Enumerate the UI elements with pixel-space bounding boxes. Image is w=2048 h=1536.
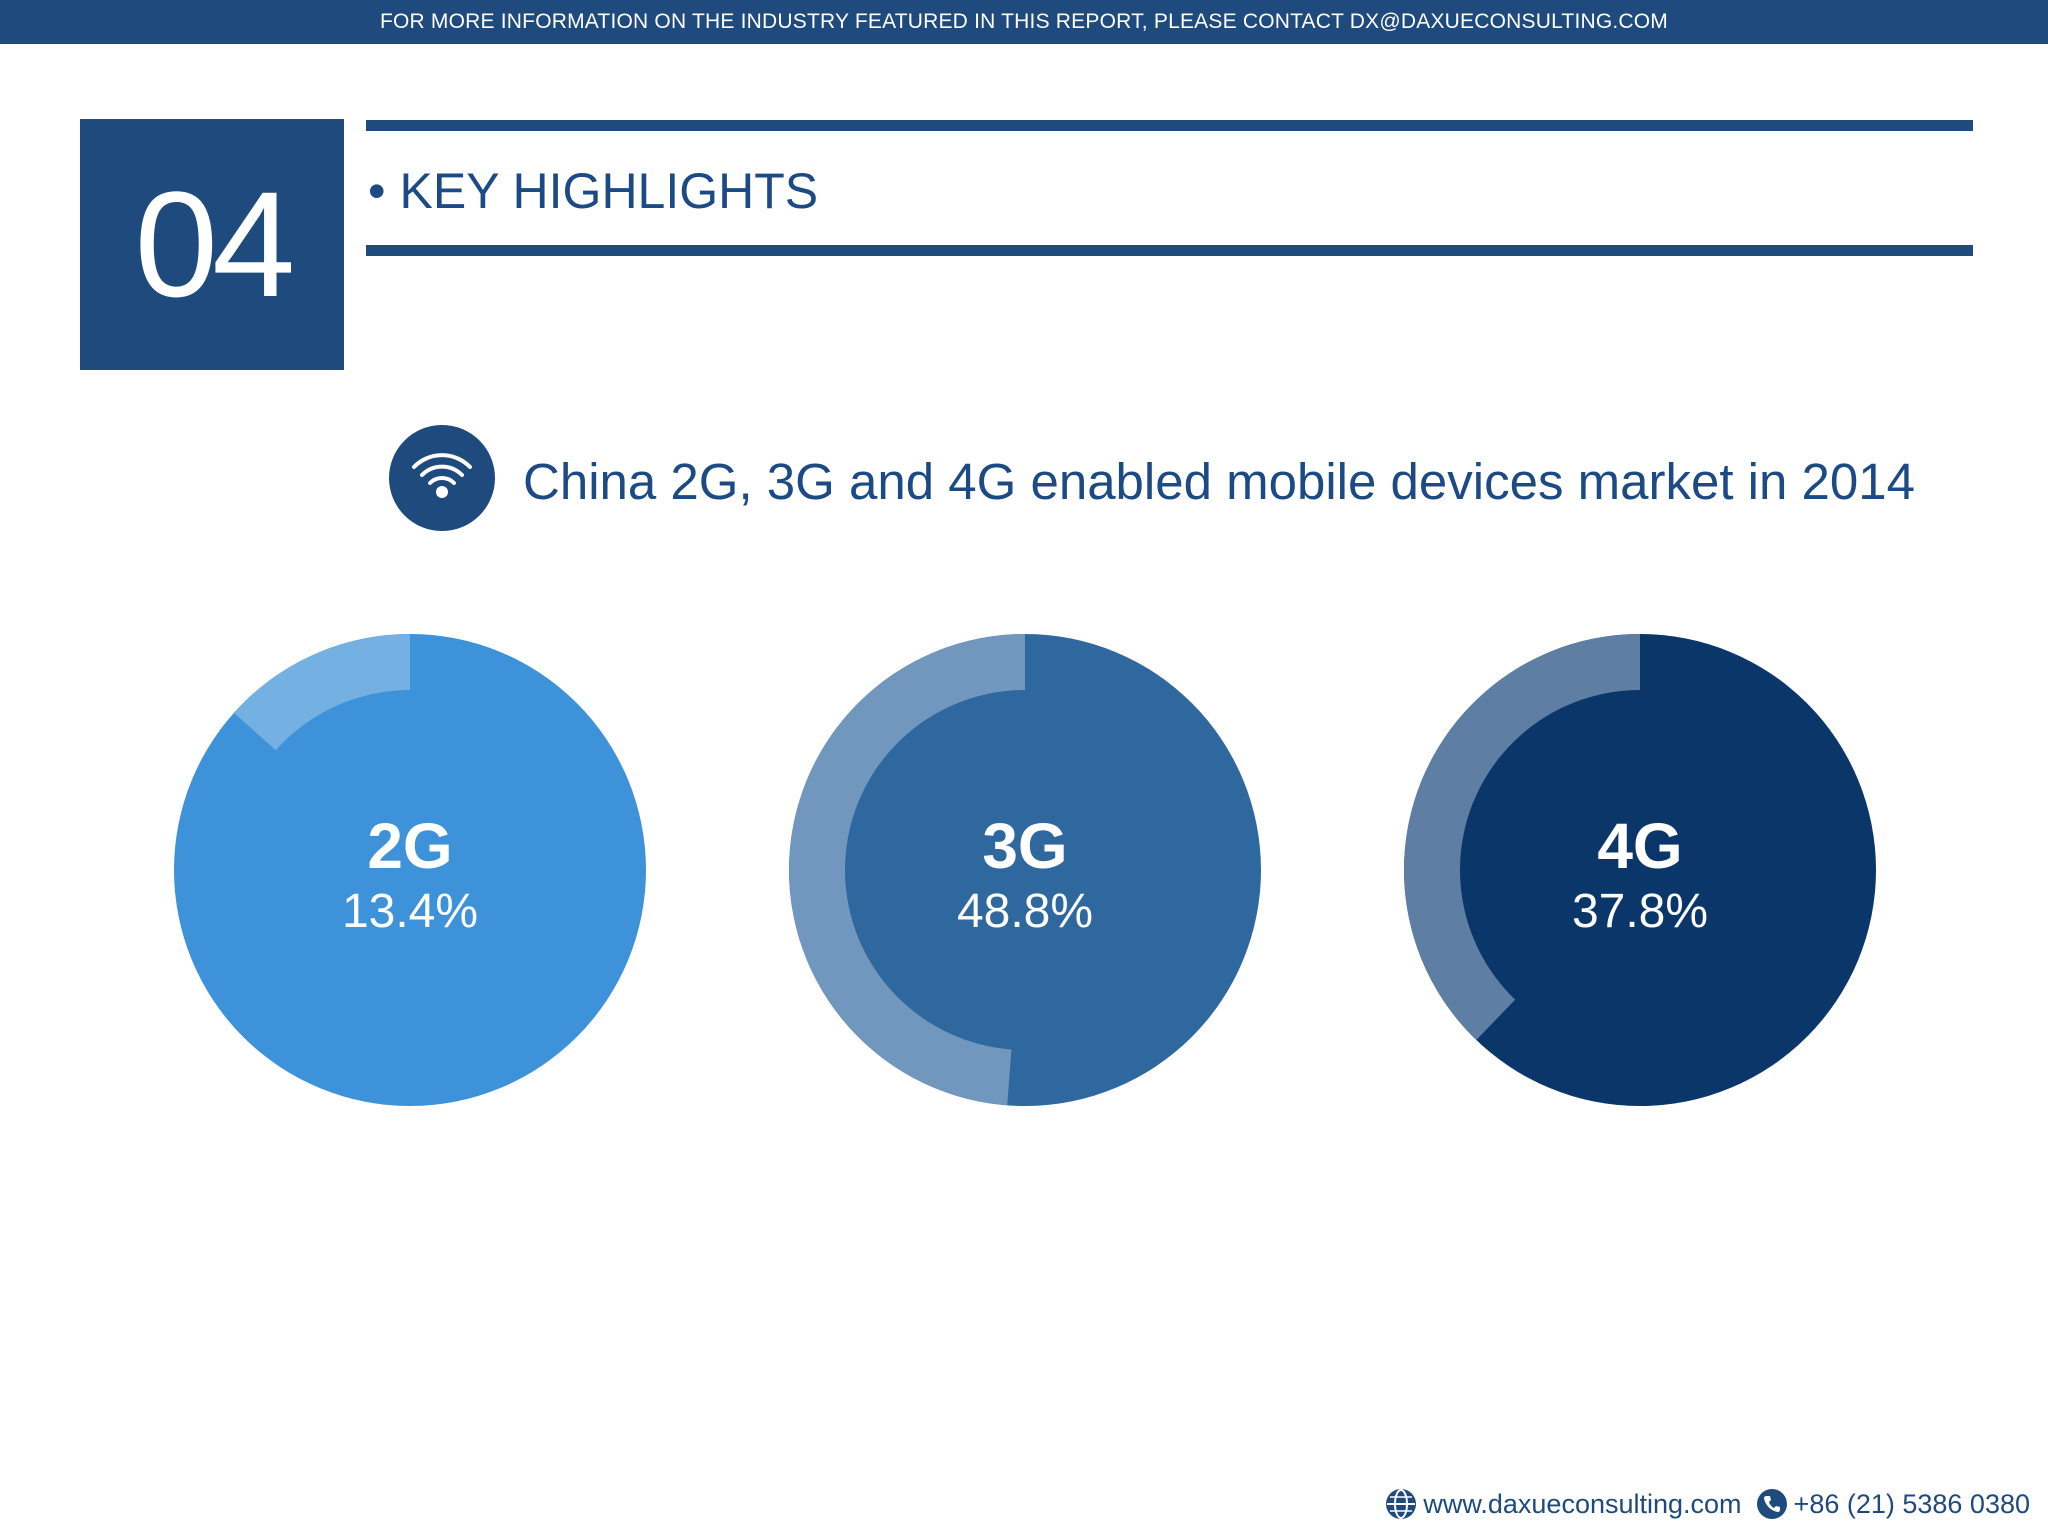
donut-segment-4g (1404, 634, 1640, 1040)
category-label-3g: 3G (982, 810, 1068, 882)
section-title: • KEY HIGHLIGHTS (368, 163, 818, 219)
donut-svg-2g (174, 634, 646, 1106)
category-label-4g: 4G (1597, 810, 1683, 882)
top-banner: FOR MORE INFORMATION ON THE INDUSTRY FEA… (0, 0, 2048, 44)
globe-icon (1386, 1489, 1417, 1519)
donut-svg-3g (789, 634, 1261, 1106)
category-label-2g: 2G (367, 810, 453, 882)
donut-label-2g: 2G 13.4% (170, 810, 650, 942)
donut-segment-3g (789, 634, 1025, 1106)
phone-icon (1756, 1489, 1787, 1519)
section-number: 04 (134, 160, 296, 328)
donut-label-3g: 3G 48.8% (785, 810, 1265, 942)
donut-2g: 2G 13.4% (170, 630, 650, 1110)
footer-website[interactable]: www.daxueconsulting.com (1385, 1488, 1742, 1520)
donut-base-3g (789, 634, 1261, 1106)
section-bullet: • (368, 163, 386, 219)
donut-base-2g (174, 634, 646, 1106)
value-label-3g: 48.8% (956, 885, 1094, 938)
title-rule-bottom (366, 245, 1973, 256)
donut-3g: 3G 48.8% (785, 630, 1265, 1110)
donut-4g: 4G 37.8% (1400, 630, 1880, 1110)
footer-phone[interactable]: +86 (21) 5386 0380 (1756, 1488, 2030, 1520)
banner-text: FOR MORE INFORMATION ON THE INDUSTRY FEA… (379, 10, 1669, 33)
section-number-box: 04 (80, 119, 344, 370)
donut-svg-4g (1404, 634, 1876, 1106)
chart-title: China 2G, 3G and 4G enabled mobile devic… (523, 453, 1915, 510)
phone-number[interactable]: +86 (21) 5386 0380 (1793, 1488, 2030, 1519)
wifi-signal-icon (389, 425, 495, 531)
donut-base-4g (1404, 634, 1876, 1106)
section-title-text: KEY HIGHLIGHTS (399, 163, 819, 219)
donut-charts: 2G 13.4% 3G 48.8% 4G 37.8% (0, 630, 2048, 1130)
website-link[interactable]: www.daxueconsulting.com (1423, 1488, 1742, 1519)
value-label-4g: 37.8% (1571, 885, 1709, 938)
donut-label-4g: 4G 37.8% (1400, 810, 1880, 942)
title-rule-top (366, 120, 1973, 131)
donut-segment-2g (233, 634, 410, 751)
value-label-2g: 13.4% (341, 885, 479, 938)
footer: www.daxueconsulting.com +86 (21) 5386 03… (1371, 1488, 2030, 1520)
